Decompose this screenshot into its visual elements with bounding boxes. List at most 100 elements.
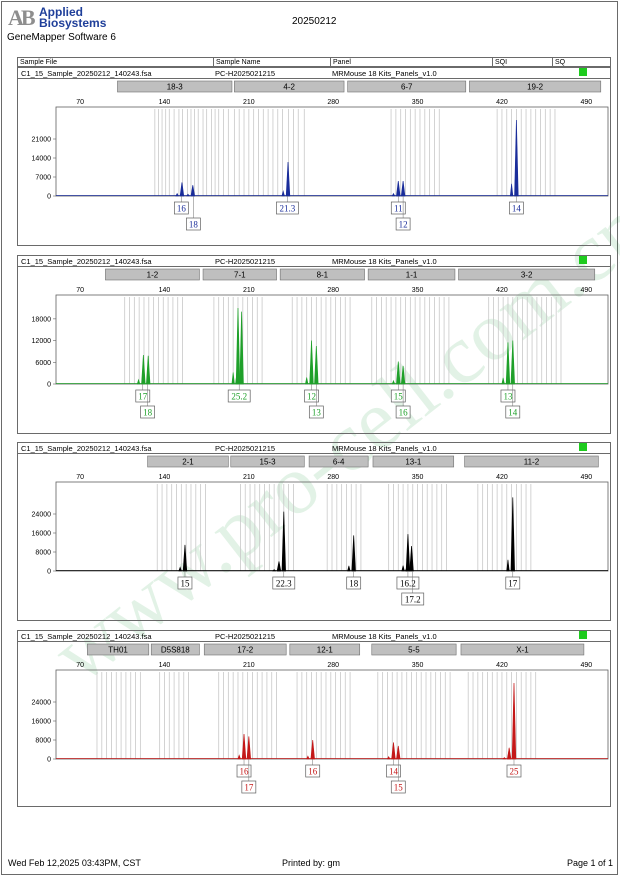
x-tick-label: 280 [327, 662, 339, 669]
footer-page-number: Page 1 of 1 [567, 858, 614, 868]
sample-file-name: C1_15_Sample_20250212_140243.fsa [21, 444, 152, 453]
x-tick-label: 350 [412, 287, 424, 294]
allele-call-box [272, 576, 296, 590]
stutter-peak [507, 747, 511, 760]
x-tick-label: 70 [76, 662, 84, 669]
locus-marker-label: 19-2 [527, 83, 544, 92]
allele-call-box [395, 405, 411, 419]
x-tick-label: 140 [159, 99, 171, 106]
allele-call-box [346, 576, 362, 590]
allele-call-box [236, 764, 252, 778]
allele-peak [351, 535, 356, 572]
allele-call-box [390, 201, 406, 215]
logo-mark: AB [8, 5, 36, 30]
x-tick-label: 490 [580, 99, 592, 106]
stutter-peak [141, 379, 146, 385]
sq-pass-indicator [579, 631, 587, 639]
allele-call-box [401, 592, 425, 606]
allele-call-box [500, 389, 516, 403]
allele-call-box [396, 576, 420, 590]
sample-info-row: C1_15_Sample_20250212_140243.fsa PC-H202… [18, 443, 610, 454]
allele-call-label: 12 [307, 392, 316, 402]
stutter-peak [506, 559, 510, 572]
allele-call-box [177, 576, 193, 590]
locus-marker [458, 268, 596, 281]
locus-marker [234, 80, 345, 93]
panel-name: MRMouse 18 Kits_Panels_v1.0 [332, 632, 437, 641]
y-tick-label: 0 [47, 194, 51, 201]
plot-area [55, 294, 609, 385]
y-tick-label: 18000 [32, 316, 52, 323]
x-tick-label: 70 [76, 99, 84, 106]
x-tick-label: 420 [496, 99, 508, 106]
locus-marker [150, 643, 200, 656]
x-tick-label: 350 [412, 99, 424, 106]
allele-peak [190, 185, 196, 197]
locus-marker [117, 80, 233, 93]
x-tick-label: 210 [243, 99, 255, 106]
locus-marker-label: 15-3 [260, 458, 277, 467]
plot-area [55, 481, 609, 572]
electropherogram-blue: 18-3 4-2 6-7 19-2 70 140 210 280 350 420 490 0 7000 1… [32, 80, 609, 231]
sample-name: PC-H2025021215 [215, 632, 276, 641]
sq-pass-indicator [579, 68, 587, 76]
plot-panel: C1_15_Sample_20250212_140243.fsa PC-H202… [17, 255, 611, 434]
y-tick-label: 24000 [32, 512, 52, 519]
y-tick-label: 21000 [32, 137, 52, 144]
allele-call-label: 18 [349, 579, 359, 589]
allele-call-box [276, 201, 299, 215]
y-tick-label: 7000 [35, 175, 51, 182]
allele-call-label: 18 [143, 408, 153, 418]
locus-marker-label: 8-1 [317, 271, 329, 280]
logo-line-1: Applied [39, 5, 83, 19]
allele-call-label: 25.2 [231, 392, 247, 402]
locus-marker [371, 643, 457, 656]
allele-call-label: 17 [138, 392, 148, 402]
locus-marker [105, 268, 200, 281]
locus-marker [147, 455, 229, 468]
sample-name: PC-H2025021215 [215, 444, 276, 453]
y-tick-label: 8000 [35, 550, 51, 557]
allele-call-label: 21.3 [280, 204, 296, 214]
y-tick-label: 16000 [32, 719, 52, 726]
stutter-peak [509, 183, 514, 197]
y-tick-label: 0 [47, 757, 51, 764]
x-tick-label: 280 [327, 287, 339, 294]
locus-marker-label: 4-2 [283, 83, 295, 92]
stutter-peak [281, 189, 285, 197]
logo-line-2: Biosystems [39, 16, 107, 30]
locus-marker-label: 18-3 [167, 83, 184, 92]
locus-marker-label: 6-4 [333, 458, 345, 467]
x-tick-label: 280 [327, 474, 339, 481]
allele-call-label: 16 [240, 767, 250, 777]
stutter-peak [178, 566, 182, 572]
footer-printed-at: Wed Feb 12,2025 03:43PM, CST [8, 858, 141, 868]
column-header-row: Sample File Sample Name Panel SQI SQ [17, 57, 611, 67]
y-tick-label: 6000 [35, 360, 51, 367]
sample-info-row: C1_15_Sample_20250212_140243.fsa PC-H202… [18, 631, 610, 642]
sample-info-row: C1_15_Sample_20250212_140243.fsa PC-H202… [18, 68, 610, 79]
allele-call-box [509, 201, 524, 215]
sq-pass-indicator [579, 443, 587, 451]
allele-peak [146, 355, 151, 385]
locus-marker-label: X-1 [516, 646, 529, 655]
stutter-peak [347, 565, 351, 572]
stutter-peak [237, 754, 241, 760]
col-sample-file: Sample File [18, 58, 214, 67]
allele-peak [505, 342, 511, 385]
x-tick-label: 210 [243, 287, 255, 294]
allele-call-label: 14 [508, 408, 517, 418]
allele-call-box [186, 217, 201, 231]
x-tick-label: 490 [580, 287, 592, 294]
allele-call-label: 16 [177, 204, 187, 214]
stutter-peak [231, 372, 235, 385]
allele-call-label: 17 [244, 783, 254, 793]
allele-peak [309, 340, 314, 385]
locus-marker-label: 3-2 [521, 271, 533, 280]
sample-name: PC-H2025021215 [215, 257, 276, 266]
allele-call-label: 17 [508, 579, 517, 589]
locus-marker-label: 6-7 [401, 83, 413, 92]
allele-call-box [241, 780, 257, 794]
col-sample-name: Sample Name [214, 58, 331, 67]
